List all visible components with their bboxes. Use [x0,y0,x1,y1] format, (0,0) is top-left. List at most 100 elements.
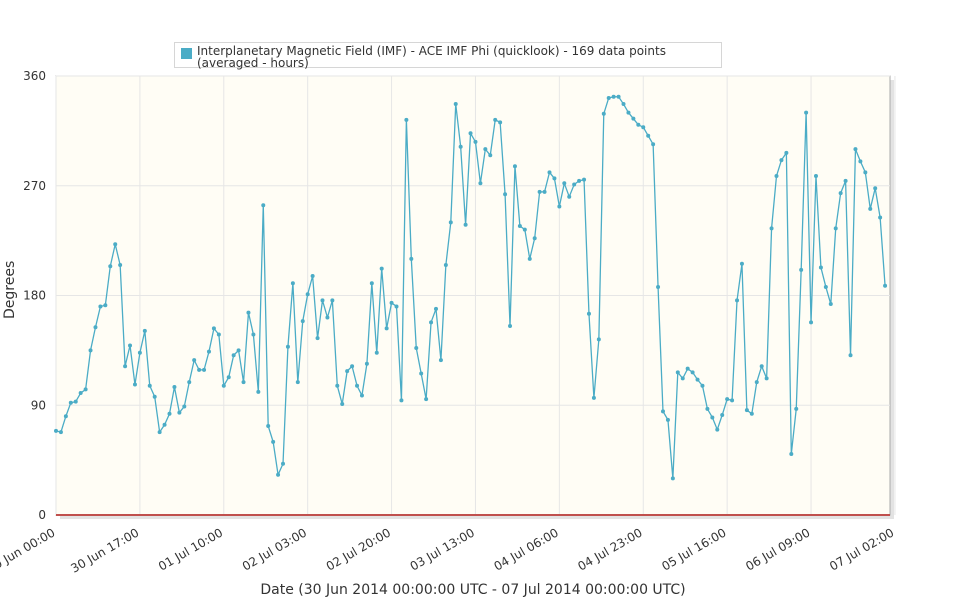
legend[interactable]: Interplanetary Magnetic Field (IMF) - AC… [174,42,722,69]
data-point[interactable] [818,265,823,270]
data-point[interactable] [730,398,735,403]
data-point[interactable] [197,367,202,372]
data-point[interactable] [241,380,246,385]
data-point[interactable] [660,409,665,414]
data-point[interactable] [271,439,276,444]
data-point[interactable] [547,170,552,175]
data-point[interactable] [498,120,503,125]
data-point[interactable] [611,94,616,99]
data-point[interactable] [503,192,508,197]
data-point[interactable] [281,461,286,466]
data-point[interactable] [211,326,216,331]
data-point[interactable] [285,344,290,349]
data-point[interactable] [873,186,878,191]
data-point[interactable] [355,383,360,388]
data-point[interactable] [720,413,725,418]
data-point[interactable] [710,415,715,420]
data-point[interactable] [700,383,705,388]
data-point[interactable] [695,377,700,382]
data-point[interactable] [93,325,98,330]
data-point[interactable] [468,131,473,136]
data-point[interactable] [320,298,325,303]
data-point[interactable] [606,95,611,100]
data-point[interactable] [172,384,177,389]
data-point[interactable] [527,256,532,261]
data-point[interactable] [266,423,271,428]
data-point[interactable] [715,427,720,432]
data-point[interactable] [853,147,858,152]
data-point[interactable] [769,226,774,231]
data-point[interactable] [88,348,93,353]
data-point[interactable] [725,397,730,402]
data-point[interactable] [483,147,488,152]
data-point[interactable] [848,353,853,358]
data-point[interactable] [641,125,646,130]
data-point[interactable] [572,182,577,187]
data-point[interactable] [118,263,123,268]
data-point[interactable] [137,350,142,355]
data-point[interactable] [774,173,779,178]
data-point[interactable] [542,189,547,194]
data-point[interactable] [123,364,128,369]
data-point[interactable] [359,393,364,398]
data-point[interactable] [616,94,621,99]
data-point[interactable] [493,117,498,122]
data-point[interactable] [646,133,651,138]
data-point[interactable] [58,430,63,435]
data-point[interactable] [147,383,152,388]
data-point[interactable] [350,364,355,369]
data-point[interactable] [108,264,113,269]
data-point[interactable] [488,153,493,158]
data-point[interactable] [532,236,537,241]
data-point[interactable] [804,110,809,115]
data-point[interactable] [68,400,73,405]
data-point[interactable] [187,380,192,385]
data-point[interactable] [330,298,335,303]
data-point[interactable] [448,220,453,225]
data-point[interactable] [54,428,58,433]
data-point[interactable] [868,206,873,211]
data-point[interactable] [764,376,769,381]
data-point[interactable] [582,177,587,182]
data-point[interactable] [384,326,389,331]
data-point[interactable] [167,411,172,416]
data-point[interactable] [863,170,868,175]
data-point[interactable] [596,337,601,342]
data-point[interactable] [419,371,424,376]
data-point[interactable] [206,349,211,354]
data-point[interactable] [443,263,448,268]
data-point[interactable] [685,366,690,371]
data-point[interactable] [315,336,320,341]
data-point[interactable] [374,350,379,355]
data-point[interactable] [276,472,281,477]
data-point[interactable] [192,358,197,363]
data-point[interactable] [246,310,251,315]
data-point[interactable] [433,306,438,311]
data-point[interactable] [522,227,527,232]
data-point[interactable] [843,178,848,183]
data-point[interactable] [305,292,310,297]
data-point[interactable] [236,348,241,353]
data-point[interactable] [799,267,804,272]
data-point[interactable] [182,404,187,409]
data-point[interactable] [404,117,409,122]
data-point[interactable] [508,323,513,328]
data-point[interactable] [295,380,300,385]
data-point[interactable] [670,476,675,481]
data-point[interactable] [591,395,596,400]
data-point[interactable] [552,176,557,181]
data-point[interactable] [621,102,626,107]
data-point[interactable] [680,376,685,381]
data-point[interactable] [98,304,103,309]
data-point[interactable] [458,144,463,149]
data-point[interactable] [221,383,226,388]
data-point[interactable] [562,181,567,186]
data-point[interactable] [512,164,517,169]
data-point[interactable] [261,203,266,208]
data-point[interactable] [414,345,419,350]
data-point[interactable] [636,122,641,127]
data-point[interactable] [586,311,591,316]
data-point[interactable] [73,399,78,404]
data-point[interactable] [517,223,522,228]
data-point[interactable] [231,353,236,358]
